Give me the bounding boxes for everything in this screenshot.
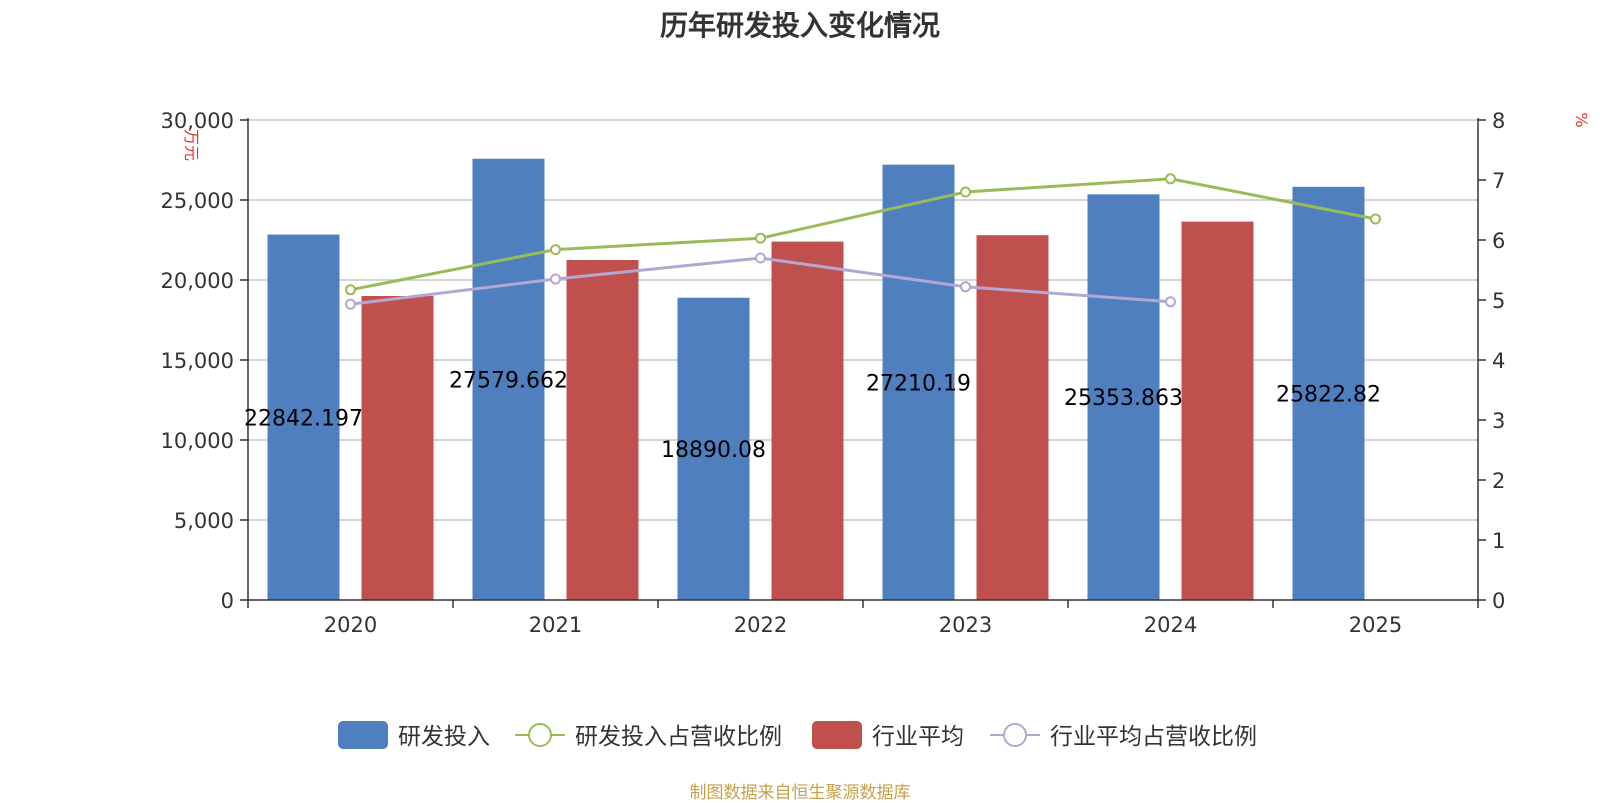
y-left-tick-label: 5,000 <box>174 509 234 533</box>
bar-rd-2023 <box>882 164 955 600</box>
bar-rd-2024 <box>1087 194 1160 600</box>
y-right-unit: % <box>1572 112 1591 127</box>
legend-label-1: 研发投入占营收比例 <box>575 724 782 750</box>
rd-ratio-point <box>1165 173 1176 185</box>
y-left-tick-label: 25,000 <box>161 189 234 213</box>
data-label-2020: 22842.197 <box>244 406 363 431</box>
chart-canvas: 0 5,000 10,000 15,000 20,000 25,000 30,000 0 1 2 3… <box>161 109 1591 750</box>
y-right-tick-label: 2 <box>1492 469 1505 493</box>
bar-industry-2023 <box>976 235 1049 600</box>
y-left-tick-label: 10,000 <box>161 429 234 453</box>
data-label-2023: 27210.19 <box>866 371 971 396</box>
legend: 研发投入 研发投入占营收比例 行业平均 行业平均占营收比例 <box>338 721 1257 750</box>
data-label-2024: 25353.863 <box>1064 386 1183 411</box>
rd-ratio-point <box>755 232 766 244</box>
y-right-tick-label: 7 <box>1492 169 1505 193</box>
y-left-unit: 万元 <box>182 129 201 161</box>
rd-ratio-point <box>550 244 561 256</box>
legend-label-0: 研发投入 <box>398 724 490 750</box>
data-label-2025: 25822.82 <box>1276 382 1381 407</box>
y-left-tick-label: 15,000 <box>161 349 234 373</box>
source-note: 制图数据来自恒生聚源数据库 <box>689 783 911 803</box>
y-right-tick-label: 4 <box>1492 349 1505 373</box>
y-right-tick-label: 8 <box>1492 109 1505 133</box>
legend-marker-3 <box>1003 723 1027 747</box>
bar-rd-2022 <box>677 297 750 600</box>
bar-rd-2020 <box>267 234 340 600</box>
industry-ratio-point <box>755 252 766 264</box>
y-right-tick-label: 5 <box>1492 289 1505 313</box>
chart-title: 历年研发投入变化情况 <box>659 9 940 42</box>
bar-rd-2025 <box>1292 186 1365 600</box>
rd-ratio-point <box>960 186 971 198</box>
legend-swatch-0 <box>338 721 388 749</box>
industry-ratio-point <box>960 281 971 293</box>
ratio-lines <box>345 173 1381 310</box>
rd-ratio-point <box>1370 213 1381 225</box>
bar-industry-2024 <box>1181 221 1254 600</box>
bar-rd-2021 <box>472 158 545 600</box>
x-tick-label: 2025 <box>1349 613 1402 637</box>
x-tick-label: 2020 <box>324 613 377 637</box>
x-tick-label: 2024 <box>1144 613 1197 637</box>
y-right-tick-label: 6 <box>1492 229 1505 253</box>
data-label-2022: 18890.08 <box>661 438 766 463</box>
rd-ratio-point <box>345 284 356 296</box>
x-tick-label: 2023 <box>939 613 992 637</box>
x-tick-label: 2022 <box>734 613 787 637</box>
legend-label-2: 行业平均 <box>872 724 964 750</box>
bar-industry-2020 <box>361 296 434 600</box>
y-right-tick-label: 0 <box>1492 589 1505 613</box>
y-right-tick-label: 3 <box>1492 409 1505 433</box>
legend-marker-1 <box>528 723 552 747</box>
legend-label-3: 行业平均占营收比例 <box>1050 724 1257 750</box>
industry-ratio-point <box>345 298 356 310</box>
bar-industry-2022 <box>771 241 844 600</box>
bars <box>267 158 1365 600</box>
axes: 0 5,000 10,000 15,000 20,000 25,000 30,000 0 1 2 3… <box>161 109 1591 637</box>
industry-ratio-point <box>550 273 561 285</box>
rd-ratio-line <box>350 177 1376 292</box>
data-label-2021: 27579.662 <box>449 368 568 393</box>
y-left-tick-label: 20,000 <box>161 269 234 293</box>
y-left-tick-label: 0 <box>221 589 234 613</box>
data-labels: 22842.197 27579.662 18890.08 27210.19 25353.… <box>244 368 1381 463</box>
y-left-tick-label: 30,000 <box>161 109 234 133</box>
legend-swatch-2 <box>812 721 862 749</box>
x-tick-label: 2021 <box>529 613 582 637</box>
industry-ratio-point <box>1165 296 1176 308</box>
grid-lines <box>248 119 1478 521</box>
y-right-tick-label: 1 <box>1492 529 1505 553</box>
bar-industry-2021 <box>566 260 639 600</box>
